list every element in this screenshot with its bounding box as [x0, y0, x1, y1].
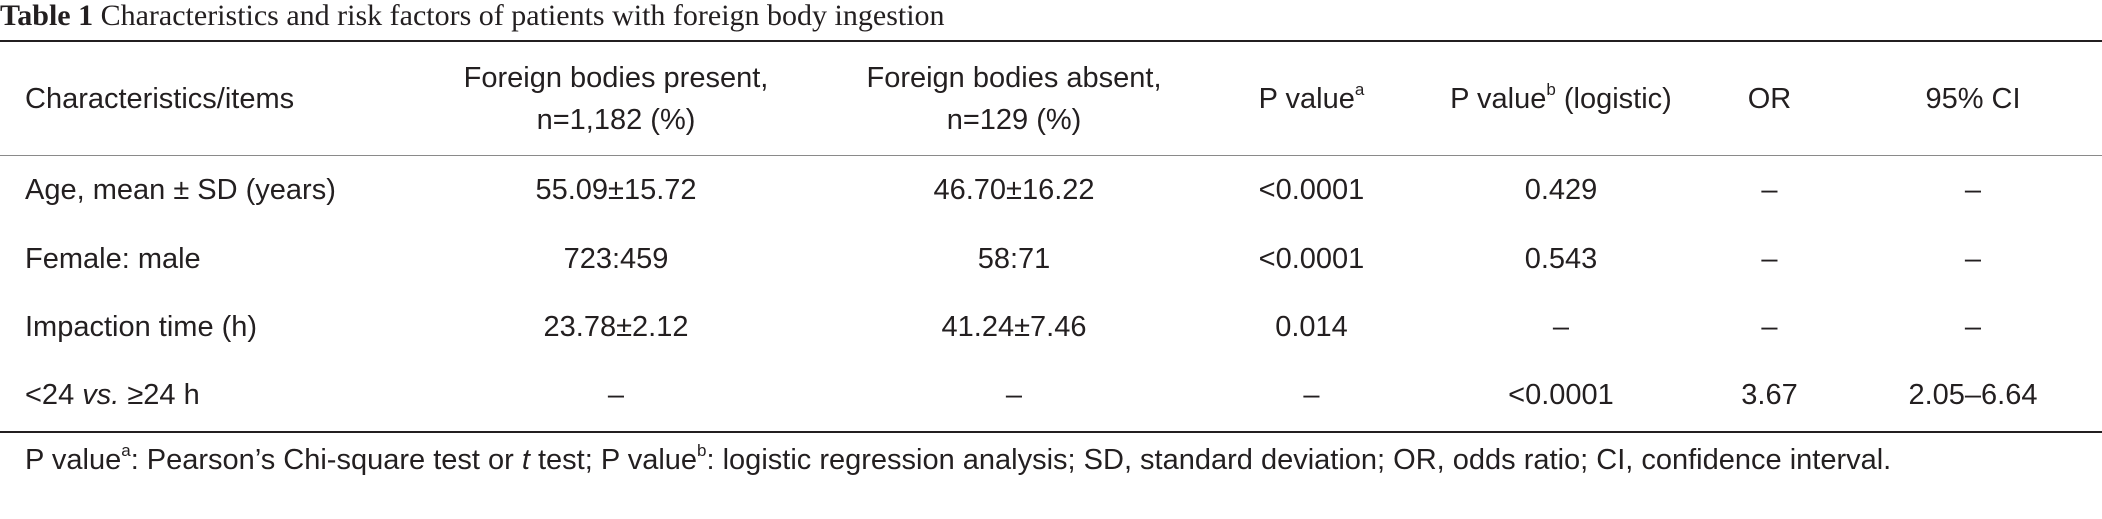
table-row: Impaction time (h) 23.78±2.12 41.24±7.46… [0, 293, 2102, 361]
cell-ci: 2.05–6.64 [1908, 378, 2038, 411]
cell-p-b: 0.543 [1524, 242, 1598, 275]
cell-ci: – [1964, 310, 1982, 343]
cell-ci: – [1964, 242, 1982, 275]
header-pvalue-a-sup: a [1354, 79, 1365, 99]
cell-item: Impaction time (h) [25, 310, 258, 343]
footnote-p1-text2: test; P value [529, 444, 698, 476]
header-present-line2: n=1,182 (%) [536, 103, 696, 136]
table-caption: Table 1 Characteristics and risk factors… [0, 0, 945, 38]
cell-p-b: – [1552, 310, 1570, 343]
cell-or: – [1761, 242, 1778, 275]
table-row: Age, mean ± SD (years) 55.09±15.72 46.70… [0, 155, 2102, 225]
header-absent-line1: Foreign bodies absent, [866, 61, 1162, 94]
header-pvalue-b-text: P value [1450, 82, 1547, 115]
header-pvalue-b-suffix: (logistic) [1555, 82, 1672, 115]
cell-item: Female: male [25, 242, 201, 275]
cell-present: 23.78±2.12 [543, 310, 689, 343]
header-pvalue-a-text: P value [1258, 82, 1355, 115]
footnote-p2-sup: b [697, 441, 707, 460]
footnote-t-italic: t [521, 444, 530, 476]
cell-p-a: – [1303, 378, 1320, 411]
cell-absent: 58:71 [977, 242, 1051, 275]
cell-absent: 41.24±7.46 [941, 310, 1087, 343]
header-or: OR [1747, 82, 1792, 115]
cell-present: – [607, 378, 625, 411]
cell-p-b: 0.429 [1524, 173, 1598, 206]
table-row: <24 vs. ≥24 h – – – <0.0001 3.67 2.05–6.… [0, 361, 2102, 429]
table-header-rule [0, 155, 2102, 156]
footnote-p1-sup: a [121, 441, 131, 460]
cell-item-post: ≥24 h [119, 378, 200, 411]
cell-item: <24 vs. ≥24 h [0, 361, 400, 429]
footnote-p2-text: : logistic regression analysis; SD, stan… [706, 444, 1892, 476]
cell-p-a: 0.014 [1275, 310, 1348, 343]
cell-item-vs: vs. [82, 378, 120, 411]
table-bottom-rule [0, 431, 2102, 433]
characteristics-table: Characteristics/items Foreign bodies pre… [0, 42, 2102, 429]
cell-item-pre: <24 [25, 378, 83, 411]
cell-or: – [1761, 310, 1778, 343]
header-pvalue-a: P valuea [1196, 42, 1427, 155]
table-header-row: Characteristics/items Foreign bodies pre… [0, 42, 2102, 155]
table-top-rule [0, 40, 2102, 42]
cell-absent: – [1005, 378, 1023, 411]
footnote-p1: P value [25, 444, 122, 476]
cell-ci: – [1964, 173, 1982, 206]
footnote-p1-text: : Pearson’s Chi-square test or [130, 444, 522, 476]
cell-p-a: <0.0001 [1258, 242, 1365, 275]
header-absent-line2: n=129 (%) [946, 103, 1082, 136]
cell-or: 3.67 [1741, 378, 1798, 411]
header-pvalue-b-sup: b [1546, 79, 1556, 99]
header-present: Foreign bodies present, n=1,182 (%) [400, 42, 832, 155]
table-row: Female: male 723:459 58:71 <0.0001 0.543… [0, 225, 2102, 293]
cell-absent: 46.70±16.22 [933, 173, 1095, 206]
header-present-line1: Foreign bodies present, [463, 61, 769, 94]
cell-or: – [1761, 173, 1778, 206]
cell-p-b: <0.0001 [1508, 378, 1614, 411]
cell-p-a: <0.0001 [1258, 173, 1365, 206]
header-absent: Foreign bodies absent, n=129 (%) [832, 42, 1196, 155]
table-caption-text: Characteristics and risk factors of pati… [100, 0, 945, 32]
header-ci: 95% CI [1925, 82, 2021, 115]
cell-present: 723:459 [563, 242, 669, 275]
header-items: Characteristics/items [25, 82, 295, 115]
table-footnote: P valuea: Pearson’s Chi-square test or t… [25, 440, 2085, 480]
table-caption-label: Table 1 [0, 0, 94, 32]
header-pvalue-b: P valueb (logistic) [1427, 42, 1695, 155]
cell-present: 55.09±15.72 [535, 173, 697, 206]
cell-item: Age, mean ± SD (years) [25, 173, 336, 206]
